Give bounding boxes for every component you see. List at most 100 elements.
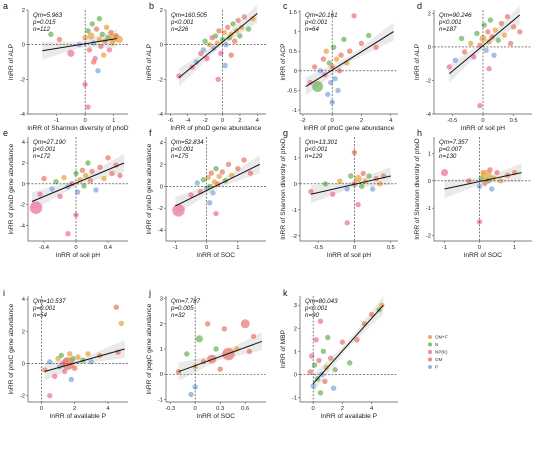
y-tick-label: 1 xyxy=(294,30,297,36)
x-tick-label: 0 xyxy=(205,245,208,251)
point-i-5 xyxy=(58,352,64,359)
point-i-1 xyxy=(47,359,53,365)
stat-text: n=64 xyxy=(305,26,319,33)
point-d-21 xyxy=(507,40,514,47)
point-b-24 xyxy=(237,33,243,39)
axes xyxy=(165,296,266,403)
stat-text: Qm=80.043 xyxy=(305,298,338,305)
x-axis-label: lnRR of soil pH xyxy=(56,252,100,259)
point-b-28 xyxy=(250,16,256,22)
point-a-7 xyxy=(89,21,96,27)
x-tick-label: 0 xyxy=(74,245,77,251)
point-f-19 xyxy=(241,157,247,163)
point-k-1 xyxy=(309,353,315,359)
point-g-11 xyxy=(366,173,372,179)
x-tick-label: 0.3 xyxy=(216,406,224,412)
point-d-17 xyxy=(495,37,501,43)
point-k-10 xyxy=(322,378,328,384)
panel-label-i: i xyxy=(3,288,5,298)
point-c-3 xyxy=(317,68,324,74)
x-tick-label: -1 xyxy=(54,118,59,124)
point-k-17 xyxy=(347,360,353,366)
stat-text: n=129 xyxy=(305,153,323,160)
y-tick-label: 0 xyxy=(22,182,25,188)
point-d-11 xyxy=(485,29,491,35)
legend-swatch xyxy=(428,335,432,339)
point-k-2 xyxy=(310,383,316,389)
stat-text: p<0.001 xyxy=(170,19,194,26)
point-c-19 xyxy=(347,48,353,54)
point-d-18 xyxy=(498,20,505,27)
panel-label-b: b xyxy=(149,1,154,11)
stat-text: p=0.007 xyxy=(438,146,462,153)
point-b-30 xyxy=(215,76,221,83)
stat-text: n=54 xyxy=(33,312,47,319)
point-c-2 xyxy=(312,81,323,92)
y-tick-label: 1.5 xyxy=(289,10,297,16)
panel-label-c: c xyxy=(283,1,288,11)
point-k-9 xyxy=(320,348,327,354)
x-tick-label: 0 xyxy=(481,118,484,124)
point-e-3 xyxy=(49,186,55,192)
point-d-19 xyxy=(501,32,508,38)
point-c-1 xyxy=(311,64,318,70)
x-tick-label: 2 xyxy=(73,406,76,412)
x-tick-label: -6 xyxy=(168,118,173,124)
y-tick-label: 0 xyxy=(22,361,25,367)
y-tick-label: -4 xyxy=(20,112,26,118)
point-c-11 xyxy=(330,44,337,50)
point-f-17 xyxy=(228,172,235,178)
x-axis-label: lnRR of available P xyxy=(50,413,107,420)
stat-text: n=90 xyxy=(305,312,319,319)
point-i-22 xyxy=(47,392,53,399)
x-tick-label: 1 xyxy=(112,118,115,124)
fit-line xyxy=(44,348,125,372)
point-b-9 xyxy=(211,45,217,51)
point-f-11 xyxy=(213,166,219,172)
axes xyxy=(299,137,398,242)
axes xyxy=(27,137,128,242)
point-f-8 xyxy=(208,170,214,176)
point-a-14 xyxy=(98,43,104,50)
y-tick-label: 0 xyxy=(22,43,25,49)
point-d-0 xyxy=(446,64,452,70)
point-g-3 xyxy=(337,178,343,184)
panel-label-j: j xyxy=(148,288,151,298)
y-tick-label: 2 xyxy=(22,8,25,14)
stat-text: Qm=20.161 xyxy=(305,12,338,19)
point-b-29 xyxy=(222,62,228,69)
y-tick-label: 2 xyxy=(160,162,163,168)
stat-text: p=0.005 xyxy=(170,305,194,312)
x-tick-label: 0.4 xyxy=(104,245,113,251)
y-tick-label: 0 xyxy=(428,45,431,51)
point-a-6 xyxy=(87,32,95,40)
point-e-6 xyxy=(61,174,67,181)
legend-label: P xyxy=(435,365,438,370)
x-tick-label: -0.5 xyxy=(313,245,323,251)
point-d-14 xyxy=(489,34,495,40)
point-c-20 xyxy=(351,13,357,19)
panel-h: h -1 0 1 -2 -1 0 1 lnRR of SOC lnRR of Shannon di… xyxy=(414,128,532,259)
stat-text: Qm=7.357 xyxy=(439,139,469,146)
y-tick-label: 1 xyxy=(294,349,297,355)
x-axis-label: lnRR of phoD gene abundance xyxy=(171,125,262,132)
point-e-5 xyxy=(57,193,63,199)
point-g-9 xyxy=(360,170,366,177)
point-a-20 xyxy=(106,47,113,53)
point-f-2 xyxy=(194,180,200,186)
point-c-21 xyxy=(358,40,365,47)
point-i-10 xyxy=(67,351,73,357)
point-a-2 xyxy=(67,49,75,57)
point-j-16 xyxy=(192,384,198,390)
fit-line xyxy=(444,172,522,190)
point-e-0 xyxy=(29,201,43,214)
point-b-23 xyxy=(235,17,241,24)
y-axis-label: lnRR of ALP xyxy=(414,43,421,80)
y-tick-label: 0 xyxy=(160,184,163,190)
panel-d: d -0.5 0 0.5 -4 -2 0 2 lnRR of soil pH lnRR of AL… xyxy=(414,1,532,132)
point-a-18 xyxy=(103,24,110,30)
y-axis-label: lnRR of phoD gene abundance xyxy=(8,143,15,234)
y-tick-label: 0 xyxy=(160,372,163,378)
legend-swatch xyxy=(428,365,432,369)
point-b-10 xyxy=(212,33,219,39)
